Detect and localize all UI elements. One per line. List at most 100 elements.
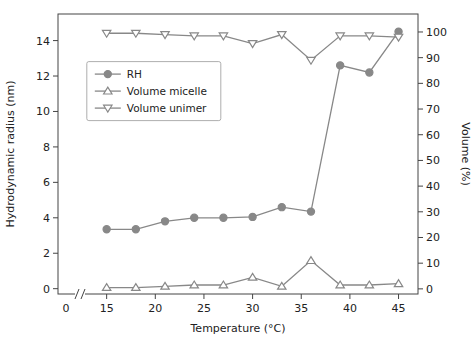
series — [102, 257, 402, 291]
chart: 1520253035404502468101214010203040506070… — [0, 0, 474, 340]
series — [103, 28, 402, 233]
x-tick — [155, 294, 156, 299]
y2-tick-label: 90 — [426, 52, 440, 65]
series-line — [107, 261, 399, 288]
y-tick-label: 12 — [36, 70, 50, 83]
y2-tick-label: 30 — [426, 206, 440, 219]
point — [190, 281, 198, 288]
point — [278, 282, 286, 289]
series — [102, 30, 402, 64]
y-tick — [53, 288, 58, 289]
y2-tick-label: 0 — [426, 283, 433, 296]
point — [307, 57, 315, 64]
y2-tick — [418, 134, 423, 135]
point — [307, 208, 314, 215]
point — [191, 214, 198, 221]
legend-marker — [104, 71, 111, 78]
x-tick-label: 15 — [100, 302, 114, 315]
y2-tick-label: 40 — [426, 180, 440, 193]
plot-frame — [58, 14, 418, 294]
y2-tick — [418, 57, 423, 58]
point — [219, 33, 227, 40]
point — [132, 284, 140, 291]
x-tick-label: 25 — [197, 302, 211, 315]
x-tick — [252, 294, 253, 299]
y2-tick — [418, 160, 423, 161]
annotation: 0 — [63, 302, 70, 315]
x-tick-label: 20 — [148, 302, 162, 315]
y2-tick-label: 10 — [426, 257, 440, 270]
point — [132, 226, 139, 233]
point — [365, 281, 373, 288]
legend-label: Volume micelle — [127, 85, 207, 97]
point — [102, 284, 110, 291]
point — [161, 218, 168, 225]
y-tick-label: 6 — [43, 176, 50, 189]
y2-tick — [418, 263, 423, 264]
legend-label: RH — [127, 68, 142, 80]
y2-tick — [418, 109, 423, 110]
y-axis-label: Hydrodynamic radius (nm) — [4, 80, 17, 227]
y2-tick-label: 50 — [426, 154, 440, 167]
legend-label: Volume unimer — [127, 102, 207, 114]
y2-tick — [418, 211, 423, 212]
x-tick — [203, 294, 204, 299]
point — [394, 280, 402, 287]
y2-axis-label: Volume (%) — [459, 122, 472, 185]
y-tick — [53, 40, 58, 41]
point — [307, 257, 315, 264]
x-tick — [398, 294, 399, 299]
x-tick-label: 40 — [343, 302, 357, 315]
y-tick — [53, 146, 58, 147]
y-tick — [53, 217, 58, 218]
point — [366, 69, 373, 76]
x-tick-label: 35 — [294, 302, 308, 315]
y-tick-label: 10 — [36, 105, 50, 118]
point — [336, 33, 344, 40]
point — [248, 41, 256, 48]
point — [132, 30, 140, 37]
y-tick — [53, 111, 58, 112]
point — [161, 282, 169, 289]
y2-tick — [418, 186, 423, 187]
y-tick-label: 0 — [43, 283, 50, 296]
point — [278, 204, 285, 211]
y2-tick — [418, 237, 423, 238]
y2-tick-label: 100 — [426, 26, 447, 39]
point — [249, 213, 256, 220]
y2-tick-label: 20 — [426, 231, 440, 244]
y-tick-label: 4 — [43, 212, 50, 225]
x-tick — [106, 294, 107, 299]
y-tick-label: 2 — [43, 247, 50, 260]
x-tick — [301, 294, 302, 299]
point — [278, 32, 286, 39]
legend-marker — [104, 105, 112, 112]
point — [336, 281, 344, 288]
point — [103, 226, 110, 233]
legend-marker — [104, 87, 112, 94]
point — [220, 214, 227, 221]
legend-box — [87, 62, 221, 121]
y2-tick — [418, 31, 423, 32]
y2-tick-label: 60 — [426, 129, 440, 142]
point — [365, 33, 373, 40]
point — [190, 33, 198, 40]
y2-tick-label: 80 — [426, 77, 440, 90]
y-tick — [53, 182, 58, 183]
series-line — [107, 33, 399, 60]
y-tick — [53, 76, 58, 77]
axis-break — [75, 289, 79, 299]
y-tick-label: 14 — [36, 35, 50, 48]
legend: RH Volume micelle Volume unimer — [87, 62, 221, 121]
y2-tick-label: 70 — [426, 103, 440, 116]
x-tick-label: 30 — [246, 302, 260, 315]
x-axis-label: Temperature (°C) — [190, 322, 286, 335]
point — [248, 273, 256, 280]
point — [219, 281, 227, 288]
y-tick-label: 8 — [43, 141, 50, 154]
axis-break — [81, 289, 85, 299]
point — [394, 34, 402, 41]
y-tick — [53, 253, 58, 254]
point — [161, 32, 169, 39]
point — [337, 62, 344, 69]
